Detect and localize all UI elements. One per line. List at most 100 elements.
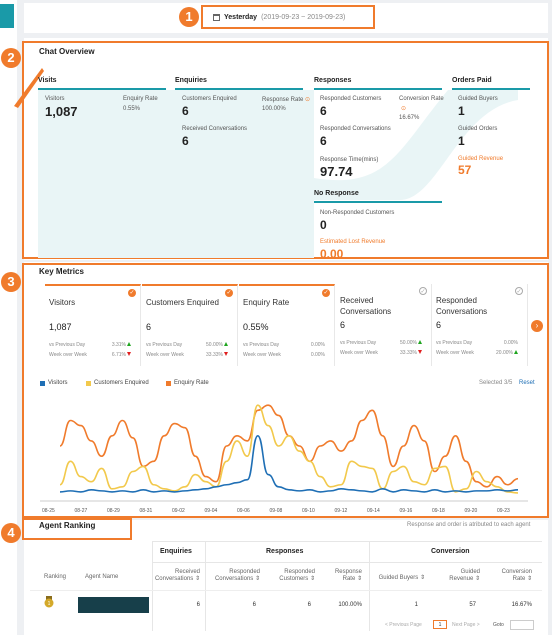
x-tick-label: 09-06	[237, 508, 250, 514]
x-tick-label: 09-23	[497, 508, 510, 514]
annotation-badge-1: 1	[179, 7, 199, 27]
check-icon[interactable]: ✓	[322, 289, 330, 297]
metric-card[interactable]: ✓ Visitors 1,087 vs Previous Day 3.31% Week o…	[45, 284, 141, 366]
received-conversations-value: 6	[182, 134, 189, 148]
metric-value: 0.55%	[243, 322, 269, 332]
responded-conversations-value: 6	[320, 134, 327, 148]
legend-swatch	[86, 380, 91, 386]
week-over-week: Week over Week 33.33%	[146, 352, 234, 358]
funnel-background	[38, 90, 518, 258]
metric-card[interactable]: ✓ Received Conversations 6 vs Previous Day 5…	[336, 284, 432, 366]
group-enquiries: Enquiries	[160, 548, 192, 555]
x-tick-label: 09-20	[464, 508, 478, 514]
date-selector[interactable]: Yesterday (2019-09-23 ~ 2019-09-23)	[201, 5, 375, 29]
lost-revenue-value: 0.00	[320, 247, 344, 257]
non-responded-label: Non-Responded Customers	[320, 210, 395, 216]
nav-active-indicator[interactable]	[0, 4, 14, 28]
check-icon[interactable]: ✓	[515, 287, 523, 295]
legend-swatch	[40, 380, 45, 386]
x-tick-label: 09-08	[269, 508, 283, 514]
metric-card[interactable]: ✓ Customers Enquired 6 vs Previous Day 50.00…	[142, 284, 238, 366]
visits-bar	[38, 88, 166, 90]
page-1-button[interactable]: 1	[433, 620, 447, 629]
reset-link[interactable]: Reset	[519, 380, 535, 386]
next-page-button[interactable]: Next Page >	[452, 622, 480, 628]
guided-orders-label: Guided Orders	[458, 126, 498, 132]
check-icon[interactable]: ✓	[128, 289, 136, 297]
lost-revenue-label: Estimated Lost Revenue	[320, 239, 386, 245]
annotation-badge-2: 2	[1, 48, 21, 68]
metric-name: Visitors	[49, 298, 76, 307]
customers-enquired-label: Customers Enquired	[182, 96, 237, 102]
metric-card[interactable]: ✓ Enquiry Rate 0.55% vs Previous Day 0.00% We…	[239, 284, 335, 366]
x-tick-label: 08-27	[74, 508, 88, 514]
cell-responded-customers: 6	[307, 602, 311, 608]
legend-item[interactable]: Enquiry Rate	[166, 380, 209, 386]
guided-revenue-label: Guided Revenue	[458, 156, 504, 162]
cell-conversion-rate: 16.67%	[511, 602, 532, 608]
guided-buyers-value: 1	[458, 104, 465, 118]
group-conversion: Conversion	[431, 548, 470, 555]
enquiries-bar	[175, 88, 303, 90]
cell-guided-revenue: 57	[469, 602, 476, 608]
info-icon[interactable]: ⊙	[401, 106, 407, 112]
divider	[152, 541, 153, 631]
info-icon[interactable]: ⊙	[305, 97, 311, 103]
vs-previous-day: vs Previous Day 0.00%	[436, 340, 518, 346]
vs-previous-day: vs Previous Day 0.00%	[243, 342, 325, 348]
agent-ranking-title: Agent Ranking	[39, 521, 96, 530]
received-conversations-label: Received Conversations	[182, 126, 248, 132]
guided-buyers-label: Guided Buyers	[458, 96, 498, 102]
annotation-box-4	[22, 518, 132, 540]
conversion-rate-label: Conversion Rate	[399, 96, 444, 102]
customers-enquired-value: 6	[182, 104, 189, 118]
selected-indicator: Selected 3/5	[479, 380, 513, 386]
x-tick-label: 09-12	[334, 508, 348, 514]
visitors-label: Visitors	[45, 96, 65, 102]
visits-header: Visits	[38, 77, 57, 84]
col-conversion-rate[interactable]: Conversion Rate ⇕	[501, 569, 532, 582]
no-response-bar	[314, 201, 442, 203]
orders-bar	[452, 88, 530, 90]
divider	[30, 590, 542, 591]
col-agent-name: Agent Name	[85, 574, 119, 580]
col-responded-conversations[interactable]: Responded Conversations ⇕	[214, 569, 260, 582]
col-guided-buyers[interactable]: Guided Buyers ⇕	[378, 575, 425, 581]
check-icon[interactable]: ✓	[225, 289, 233, 297]
next-arrow-button[interactable]: ›	[531, 320, 543, 332]
col-guided-revenue[interactable]: Guided Revenue ⇕	[449, 569, 480, 582]
response-rate-label: Response Rate ⊙	[262, 97, 311, 103]
responses-bar	[314, 88, 442, 90]
col-responded-customers[interactable]: Responded Customers ⇕	[279, 569, 315, 582]
goto-input[interactable]	[510, 620, 534, 630]
annotation-box-3	[22, 263, 549, 518]
metric-card[interactable]: ✓ Responded Conversations 6 vs Previous Day…	[432, 284, 528, 366]
attribution-note: Response and order is atributed to each …	[407, 522, 531, 528]
week-over-week: Week over Week 20.00%	[436, 350, 524, 356]
annotation-badge-4: 4	[1, 523, 21, 543]
enquiry-rate-value: 0.55%	[123, 106, 141, 112]
cell-received-conversations: 6	[196, 602, 200, 608]
guided-orders-value: 1	[458, 134, 465, 148]
col-received-conversations[interactable]: Received Conversations ⇕	[154, 569, 200, 582]
legend-item[interactable]: Visitors	[40, 380, 68, 386]
week-over-week: Week over Week 6.71%	[49, 352, 137, 358]
cell-response-rate: 100.00%	[338, 602, 362, 608]
metrics-line-chart	[40, 404, 528, 502]
check-icon[interactable]: ✓	[419, 287, 427, 295]
legend-item[interactable]: Customers Enquired	[86, 380, 149, 386]
metric-value: 6	[436, 320, 442, 330]
col-response-rate[interactable]: Response Rate ⇕	[334, 569, 362, 582]
group-responses: Responses	[266, 548, 304, 555]
response-time-value: 97.74	[320, 164, 353, 179]
response-rate-value: 100.00%	[262, 106, 286, 112]
annotation-badge-3: 3	[1, 272, 21, 292]
series-line-visitors	[59, 434, 519, 493]
divider	[152, 562, 542, 563]
vs-previous-day: vs Previous Day 50.00%	[340, 340, 428, 346]
prev-page-button[interactable]: < Previous Page	[385, 622, 422, 628]
agent-name-redacted	[78, 597, 149, 613]
vs-previous-day: vs Previous Day 50.00%	[146, 342, 234, 348]
responses-header: Responses	[314, 77, 352, 84]
gold-medal-icon: 1	[44, 596, 54, 608]
